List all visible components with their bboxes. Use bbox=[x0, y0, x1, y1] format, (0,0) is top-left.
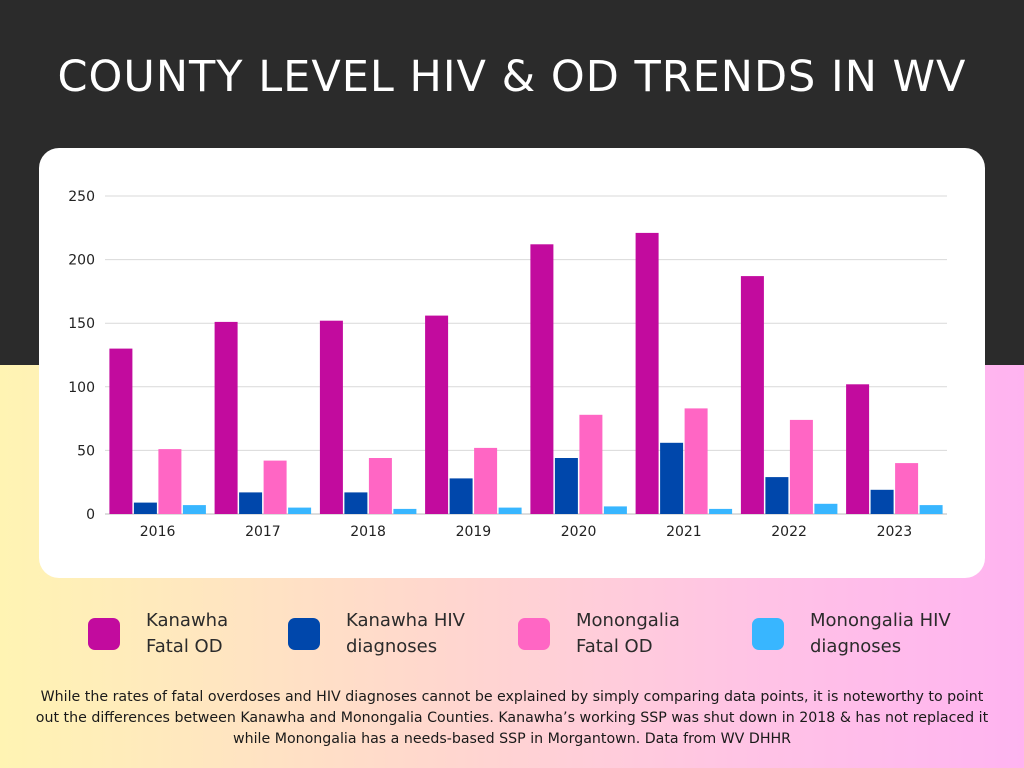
bar-monongalia-hiv-diagnoses-2018 bbox=[393, 508, 417, 514]
bar-kanawha-hiv-diagnoses-2022 bbox=[765, 477, 789, 514]
bar-monongalia-hiv-diagnoses-2016 bbox=[182, 505, 206, 514]
legend-label-line2: diagnoses bbox=[346, 636, 438, 657]
bar-monongalia-hiv-diagnoses-2017 bbox=[288, 507, 312, 514]
bar-monongalia-hiv-diagnoses-2021 bbox=[709, 508, 733, 514]
x-tick-label: 2019 bbox=[456, 524, 492, 540]
legend-label-line1: Kanawha bbox=[146, 610, 229, 631]
legend-swatch bbox=[88, 618, 120, 650]
bar-kanawha-fatal-od-2020 bbox=[530, 244, 554, 515]
footer-note: While the rates of fatal overdoses and H… bbox=[35, 689, 989, 747]
bar-monongalia-fatal-od-2022 bbox=[789, 419, 813, 514]
bar-monongalia-fatal-od-2020 bbox=[579, 414, 603, 514]
y-tick-label: 150 bbox=[68, 316, 95, 332]
bar-kanawha-hiv-diagnoses-2020 bbox=[554, 458, 578, 514]
bar-monongalia-hiv-diagnoses-2022 bbox=[814, 503, 838, 514]
legend-label-line2: Fatal OD bbox=[576, 636, 653, 657]
legend-label-line1: Monongalia bbox=[576, 610, 680, 631]
bar-kanawha-hiv-diagnoses-2017 bbox=[239, 492, 263, 514]
y-axis-ticks: 0 50 100 150 200 250 bbox=[68, 189, 95, 523]
bar-monongalia-hiv-diagnoses-2019 bbox=[498, 507, 522, 514]
bar-monongalia-fatal-od-2019 bbox=[474, 447, 498, 514]
bar-chart: 0 50 100 150 200 250 2016 2017 2018 2019 2020 2021… bbox=[68, 189, 947, 540]
bar-kanawha-fatal-od-2021 bbox=[635, 232, 659, 514]
bar-kanawha-fatal-od-2016 bbox=[109, 348, 133, 514]
chart-card: 0 50 100 150 200 250 2016 2017 2018 2019 2020 2021… bbox=[39, 148, 985, 578]
x-tick-label: 2018 bbox=[350, 524, 386, 540]
bar-kanawha-fatal-od-2023 bbox=[846, 384, 870, 514]
y-tick-label: 250 bbox=[68, 189, 95, 205]
bar-kanawha-hiv-diagnoses-2023 bbox=[870, 489, 894, 514]
x-axis-ticks: 2016 2017 2018 2019 2020 2021 2022 2023 bbox=[140, 524, 912, 540]
bar-monongalia-fatal-od-2023 bbox=[895, 463, 919, 514]
legend: Kanawha Fatal OD Kanawha HIV diagnoses M… bbox=[0, 608, 1024, 668]
legend-swatch bbox=[518, 618, 550, 650]
y-tick-label: 0 bbox=[86, 507, 95, 523]
legend-label-line2: Fatal OD bbox=[146, 636, 223, 657]
bar-monongalia-fatal-od-2016 bbox=[158, 449, 182, 514]
bar-kanawha-hiv-diagnoses-2018 bbox=[344, 492, 368, 514]
y-tick-label: 100 bbox=[68, 380, 95, 396]
x-tick-label: 2021 bbox=[666, 524, 702, 540]
bar-monongalia-hiv-diagnoses-2023 bbox=[919, 505, 943, 514]
legend-swatch bbox=[288, 618, 320, 650]
legend-label-line1: Monongalia HIV bbox=[810, 610, 951, 631]
legend-label-line1: Kanawha HIV bbox=[346, 610, 465, 631]
bars bbox=[109, 232, 943, 515]
bar-kanawha-fatal-od-2022 bbox=[740, 276, 764, 514]
bar-monongalia-fatal-od-2017 bbox=[263, 460, 287, 514]
bar-monongalia-fatal-od-2018 bbox=[368, 458, 392, 514]
bar-kanawha-fatal-od-2017 bbox=[214, 321, 238, 514]
x-tick-label: 2016 bbox=[140, 524, 176, 540]
x-tick-label: 2020 bbox=[561, 524, 597, 540]
bar-monongalia-hiv-diagnoses-2020 bbox=[603, 506, 627, 514]
x-tick-label: 2017 bbox=[245, 524, 281, 540]
bar-kanawha-fatal-od-2019 bbox=[425, 315, 449, 514]
bar-kanawha-fatal-od-2018 bbox=[319, 320, 343, 514]
bar-kanawha-hiv-diagnoses-2019 bbox=[449, 478, 473, 514]
y-tick-label: 200 bbox=[68, 253, 95, 269]
bar-kanawha-hiv-diagnoses-2021 bbox=[660, 442, 684, 514]
x-tick-label: 2023 bbox=[877, 524, 913, 540]
legend-swatch bbox=[752, 618, 784, 650]
x-tick-label: 2022 bbox=[771, 524, 807, 540]
page-title: COUNTY LEVEL HIV & OD TRENDS IN WV bbox=[57, 52, 967, 102]
legend-label-line2: diagnoses bbox=[810, 636, 902, 657]
y-tick-label: 50 bbox=[77, 443, 95, 459]
bar-kanawha-hiv-diagnoses-2016 bbox=[133, 502, 157, 514]
bar-monongalia-fatal-od-2021 bbox=[684, 408, 708, 514]
